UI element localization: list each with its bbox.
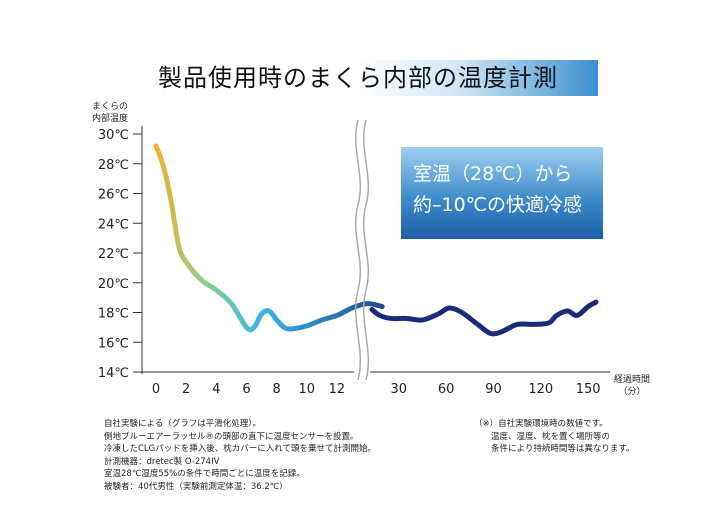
callout-box: 室温（28℃）から 約–10℃の快適冷感 [401, 147, 603, 239]
axis-break [354, 119, 370, 381]
x-axis-label-line1: 経過時間 [614, 375, 651, 385]
y-tick-label: 20℃ [98, 277, 129, 292]
x-tick-label: 0 [152, 382, 160, 397]
x-tick-label: 150 [576, 382, 601, 397]
y-tick-label: 22℃ [98, 247, 129, 262]
axis-break-line-right [362, 119, 370, 381]
y-tick-label: 24℃ [98, 217, 129, 232]
callout-line2: 約–10℃の快適冷感 [413, 194, 583, 216]
tick-layer: 30℃ 28℃ 26℃ 24℃ 22℃ 20℃ 18℃ 16℃ 14℃ 0 2 4 6 8 10 12 30 60… [98, 128, 601, 397]
y-axis-label-line2: 内部温度 [92, 114, 129, 124]
y-tick-label: 30℃ [98, 128, 129, 143]
x-tick-label: 120 [528, 382, 553, 397]
note-right-line: 条件により持続時間等は異なります。 [474, 444, 635, 454]
note-left-line: 計測機器：dretec製 O-274IV [104, 456, 220, 467]
x-tick-label: 90 [485, 382, 502, 397]
chart-title: 製品使用時のまくら内部の温度計測 [158, 64, 558, 92]
notes-right: （※）自社実験環境時の数値です。 温度、湿度、枕を置く場所等の 条件により持続時… [474, 418, 634, 456]
x-tick-label: 30 [391, 382, 408, 397]
y-axis-label: まくらの 内部温度 [92, 101, 128, 125]
x-tick-label: 10 [298, 382, 315, 397]
note-right-line: （※）自社実験環境時の数値です。 [474, 419, 608, 429]
note-left-line: 室温28℃湿度55%の条件で時間ごとに温度を記録。 [104, 469, 305, 479]
x-tick-label: 60 [438, 382, 455, 397]
x-axis-label: 経過時間 （分） [614, 374, 650, 398]
title-gradient-bar [138, 60, 598, 96]
note-left-line: 側地ブルーエアーラッセル®の頭部の直下に温度センサーを設置。 [104, 431, 359, 442]
y-axis-label-line1: まくらの [92, 102, 129, 112]
x-tick-label: 2 [182, 382, 190, 397]
x-tick-label: 6 [242, 382, 250, 397]
y-tick-label: 28℃ [98, 158, 129, 173]
note-right-line: 温度、湿度、枕を置く場所等の [474, 431, 611, 442]
y-tick-label: 16℃ [98, 336, 129, 351]
series-line [153, 143, 385, 333]
y-tick-label: 14℃ [98, 366, 129, 381]
note-left-line: 冷凍したCLGパッドを挿入後、枕カバーに入れて頭を乗せて計測開始。 [104, 444, 377, 454]
y-tick-label: 18℃ [98, 307, 129, 322]
series-layer [153, 143, 599, 337]
note-left-line: 自社実験による（グラフは平滑化処理）。 [104, 419, 261, 429]
x-axis-label-line2: （分） [618, 387, 646, 397]
callout-line1: 室温（28℃）から [413, 163, 573, 185]
axis-break-line-left [354, 119, 362, 381]
y-tick-label: 26℃ [98, 188, 129, 203]
x-tick-label: 4 [212, 382, 220, 397]
x-tick-label: 8 [272, 382, 280, 397]
note-left-line: 被験者：40代男性（実験前測定体温：36.2℃） [104, 481, 288, 492]
series-line [369, 299, 599, 337]
x-tick-label: 12 [329, 382, 346, 397]
axes [141, 126, 610, 374]
notes-left: 自社実験による（グラフは平滑化処理）。 側地ブルーエアーラッセル®の頭部の直下に… [104, 418, 376, 493]
